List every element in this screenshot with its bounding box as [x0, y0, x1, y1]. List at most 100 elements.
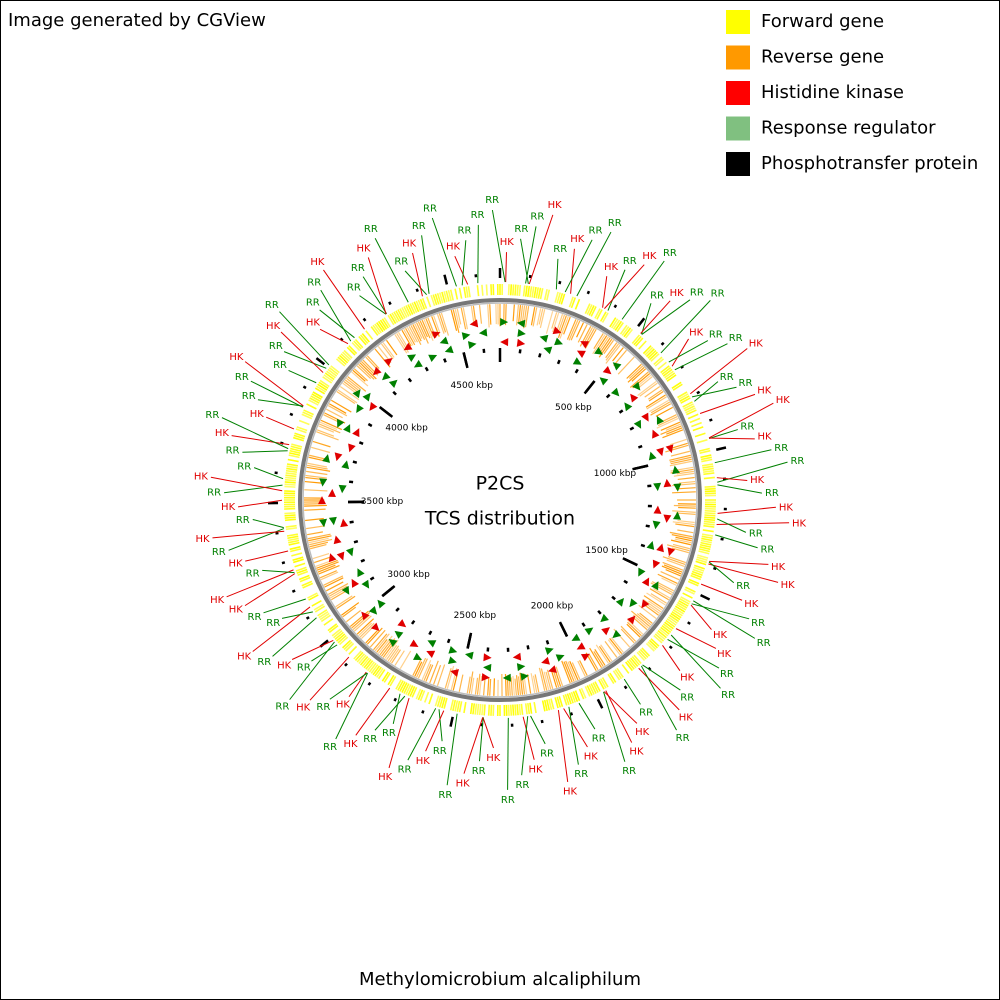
- feature-arrow: [461, 332, 471, 341]
- reverse-gene: [536, 308, 542, 326]
- forward-gene: [284, 478, 296, 482]
- feature-arrow: [341, 585, 350, 595]
- reverse-gene: [306, 470, 328, 476]
- reverse-gene: [626, 363, 642, 379]
- feature-leader: [262, 569, 295, 574]
- reverse-gene: [330, 399, 352, 413]
- forward-gene: [333, 630, 343, 639]
- feature-leader: [244, 573, 296, 607]
- reverse-gene: [312, 440, 331, 448]
- feature-label: RR: [347, 282, 361, 293]
- reverse-gene: [458, 674, 464, 692]
- feature-arrow: [383, 358, 393, 367]
- feature-arrow: [341, 460, 350, 470]
- reverse-gene: [600, 644, 613, 662]
- feature-arrow: [641, 412, 649, 422]
- reverse-gene: [417, 658, 428, 679]
- reverse-gene: [620, 628, 635, 644]
- forward-gene: [550, 698, 555, 710]
- forward-gene: [441, 697, 446, 709]
- forward-gene: [309, 397, 320, 404]
- feature-leader: [662, 645, 681, 671]
- forward-gene: [697, 554, 709, 559]
- feature-arrow: [448, 645, 458, 654]
- outer-tick: [680, 365, 685, 369]
- forward-gene: [653, 356, 663, 366]
- forward-gene: [318, 381, 329, 390]
- reverse-gene: [310, 543, 327, 550]
- reverse-gene: [644, 385, 661, 398]
- reverse-gene: [666, 559, 685, 567]
- forward-gene: [348, 345, 358, 355]
- forward-gene: [294, 562, 306, 568]
- reverse-gene: [639, 382, 658, 397]
- forward-gene: [665, 372, 676, 381]
- forward-gene: [348, 645, 358, 655]
- forward-gene: [314, 605, 326, 613]
- forward-gene: [465, 286, 469, 298]
- feature-label: RR: [485, 195, 499, 206]
- reverse-gene: [538, 667, 546, 691]
- feature-arrow: [337, 418, 345, 428]
- feature-leader: [667, 639, 720, 669]
- feature-label: HK: [680, 673, 695, 684]
- forward-gene: [647, 349, 657, 359]
- reverse-gene: [423, 319, 434, 342]
- feature-label: HK: [221, 502, 236, 513]
- reverse-gene: [519, 672, 524, 695]
- forward-gene: [623, 327, 632, 338]
- feature-label: RR: [676, 733, 690, 744]
- reverse-gene: [662, 556, 686, 566]
- forward-gene: [543, 699, 548, 711]
- reverse-gene: [320, 419, 343, 431]
- reverse-gene: [454, 309, 461, 328]
- feature-label: RR: [297, 663, 311, 674]
- feature-arrow: [483, 653, 492, 662]
- feature-leader: [641, 303, 652, 335]
- feature-arrow: [388, 379, 398, 389]
- reverse-gene: [672, 543, 690, 550]
- forward-gene: [284, 483, 296, 486]
- feature-leader: [505, 252, 507, 283]
- reverse-gene: [552, 312, 560, 333]
- forward-gene: [306, 403, 317, 410]
- forward-gene: [529, 702, 533, 714]
- forward-gene: [701, 537, 713, 542]
- feature-label: RR: [515, 780, 529, 791]
- feature-label: HK: [277, 661, 292, 672]
- reverse-gene: [627, 621, 642, 637]
- feature-leader: [245, 550, 289, 562]
- feature-label: HK: [757, 386, 772, 397]
- feature-arrow: [652, 520, 661, 530]
- feature-arrow: [500, 338, 509, 347]
- inner-tick: [526, 645, 530, 650]
- forward-gene: [417, 689, 424, 701]
- feature-label: HK: [402, 239, 417, 250]
- reverse-gene: [326, 408, 343, 419]
- feature-arrow: [615, 597, 625, 607]
- feature-arrow: [610, 387, 620, 397]
- feature-arrow: [467, 341, 477, 350]
- reverse-gene: [412, 658, 422, 676]
- feature-label: HK: [310, 257, 325, 268]
- reverse-gene: [648, 391, 664, 402]
- forward-gene: [694, 564, 705, 570]
- forward-gene: [638, 340, 647, 350]
- reverse-gene: [405, 327, 416, 346]
- forward-gene: [458, 287, 463, 299]
- forward-gene: [657, 361, 667, 370]
- feature-leader: [461, 240, 467, 286]
- reverse-gene: [677, 529, 694, 534]
- reverse-gene: [532, 307, 538, 327]
- feature-arrow: [548, 665, 557, 673]
- forward-gene: [639, 648, 649, 659]
- forward-gene: [296, 426, 308, 432]
- forward-gene: [407, 304, 414, 315]
- feature-label: RR: [751, 618, 765, 629]
- forward-gene: [354, 651, 364, 662]
- forward-gene: [689, 417, 701, 424]
- reverse-gene: [570, 320, 581, 341]
- feature-leader: [693, 600, 756, 639]
- outer-tick: [305, 616, 310, 620]
- feature-arrow: [469, 319, 479, 328]
